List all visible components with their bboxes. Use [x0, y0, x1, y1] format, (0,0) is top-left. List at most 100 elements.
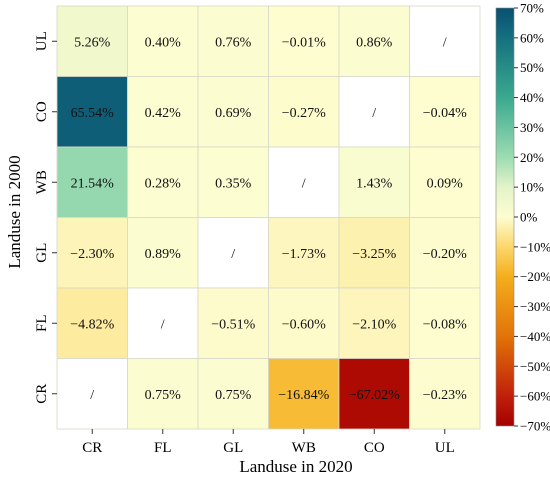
heatmap-cell [268, 287, 340, 359]
heatmap-cell-label: 0.86% [356, 35, 393, 50]
heatmap-cell-label: 0.75% [145, 388, 182, 403]
heatmap-cell [56, 146, 128, 218]
colorbar-tick-label: 30% [520, 120, 544, 135]
colorbar-tick-label: −40% [520, 329, 550, 344]
y-tick-label: GL [34, 243, 50, 263]
heatmap-cell-label: −2.10% [352, 317, 396, 332]
heatmap-cell [56, 217, 128, 289]
heatmap-cell [268, 217, 340, 289]
heatmap-cell-label: 21.54% [71, 176, 115, 191]
colorbar-tick-label: 40% [520, 90, 544, 105]
heatmap-cell-label: −0.60% [282, 317, 326, 332]
y-tick-label: UL [34, 31, 50, 51]
heatmap-cell [338, 5, 410, 77]
heatmap-cell-label: −3.25% [352, 247, 396, 262]
heatmap-cell [197, 146, 269, 218]
colorbar-tick-label: 0% [520, 210, 538, 225]
y-tick-label: CO [34, 101, 50, 122]
heatmap-cell [268, 146, 340, 218]
x-tick-label: CO [364, 440, 385, 456]
heatmap-cell-label: 0.09% [427, 176, 464, 191]
colorbar-tick-label: 70% [520, 1, 544, 16]
heatmap-cell [409, 358, 481, 430]
colorbar-tick-label: 20% [520, 150, 544, 165]
colorbar-tick-label: 10% [520, 180, 544, 195]
heatmap-cell [127, 76, 199, 148]
x-tick-label: CR [82, 440, 102, 456]
heatmap-cell [197, 5, 269, 77]
heatmap-cell-label: 0.28% [145, 176, 182, 191]
heatmap-cells [56, 5, 481, 430]
heatmap-cell [409, 146, 481, 218]
heatmap-cell [409, 5, 481, 77]
heatmap-cell [197, 287, 269, 359]
heatmap-cell-label: −0.04% [423, 106, 467, 121]
heatmap-cell-label: −0.23% [423, 388, 467, 403]
colorbar-tick-label: −50% [520, 359, 550, 374]
heatmap-cell-label: −0.51% [211, 317, 255, 332]
colorbar-tick-label: −30% [520, 299, 550, 314]
colorbar: 70% 60% 50% 40% 30% 20% 10% 0% −10% −20% −30% −40% −… [495, 1, 550, 434]
heatmap-cell [56, 287, 128, 359]
x-axis-ticks: CR FL GL WB CO UL [82, 429, 455, 456]
heatmap-cell-label: −4.82% [70, 317, 114, 332]
heatmap-cell-label: 1.43% [356, 176, 393, 191]
heatmap-cell-label: / [302, 176, 306, 191]
heatmap-cell-label: 0.75% [215, 388, 252, 403]
colorbar-tick-label: 50% [520, 60, 544, 75]
colorbar-tick-label: −20% [520, 269, 550, 284]
heatmap-cell-label: 0.89% [145, 247, 182, 262]
heatmap-cell-label: 0.76% [215, 35, 252, 50]
heatmap-cell-label: 65.54% [71, 106, 115, 121]
heatmap-cell-label: 0.35% [215, 176, 252, 191]
heatmap-cell-label: −1.73% [282, 247, 326, 262]
heatmap-cell [338, 287, 410, 359]
heatmap-cell-label: 0.42% [145, 106, 182, 121]
colorbar-gradient [495, 7, 515, 427]
heatmap-cell-label: 5.26% [74, 35, 111, 50]
heatmap-cell-label: −0.08% [423, 317, 467, 332]
heatmap-cell-label: 0.40% [145, 35, 182, 50]
heatmap-cell [268, 5, 340, 77]
colorbar-tick-label: −10% [520, 239, 550, 254]
y-tick-label: FL [34, 314, 50, 332]
heatmap-cell-label: / [372, 106, 376, 121]
heatmap-cell-label: / [231, 247, 235, 262]
heatmap-cell-label: −0.01% [282, 35, 326, 50]
colorbar-tick-label: −60% [520, 389, 550, 404]
heatmap-cell [409, 217, 481, 289]
x-tick-label: GL [223, 440, 243, 456]
y-axis-title: Landuse in 2000 [5, 155, 24, 268]
colorbar-tick-label: −70% [520, 419, 550, 434]
heatmap-cell [127, 217, 199, 289]
heatmap-cell-label: / [90, 388, 94, 403]
x-axis-title: Landuse in 2020 [239, 457, 352, 476]
x-tick-label: FL [154, 440, 172, 456]
heatmap-cell [338, 358, 410, 430]
heatmap-cell [338, 217, 410, 289]
heatmap-cell-labels: 5.26% 0.40% 0.76% −0.01% 0.86% / 65.54% 0.42% 0.… [70, 35, 467, 403]
colorbar-tick-label: 60% [520, 30, 544, 45]
heatmap-cell-label: −0.27% [282, 106, 326, 121]
heatmap-cell-label: −16.84% [278, 388, 329, 403]
x-tick-label: WB [292, 440, 316, 456]
heatmap-cell [409, 287, 481, 359]
heatmap-cell-label: −0.20% [423, 247, 467, 262]
heatmap-cell-label: 0.69% [215, 106, 252, 121]
heatmap-cell [197, 217, 269, 289]
y-tick-label: CR [34, 384, 50, 404]
y-tick-label: WB [34, 170, 50, 194]
heatmap-cell-label: / [161, 317, 165, 332]
colorbar-ticks: 70% 60% 50% 40% 30% 20% 10% 0% −10% −20% −30% −40% −… [514, 1, 550, 434]
heatmap-cell [338, 146, 410, 218]
heatmap-cell [127, 5, 199, 77]
heatmap-cell [409, 76, 481, 148]
y-axis-ticks: UL CO WB GL FL CR [34, 31, 57, 404]
heatmap-cell [56, 358, 128, 430]
heatmap-cell-label: / [443, 35, 447, 50]
x-tick-label: UL [435, 440, 455, 456]
heatmap-cell-label: −67.02% [349, 388, 400, 403]
heatmap-cell-label: −2.30% [70, 247, 114, 262]
heatmap-cell [268, 76, 340, 148]
